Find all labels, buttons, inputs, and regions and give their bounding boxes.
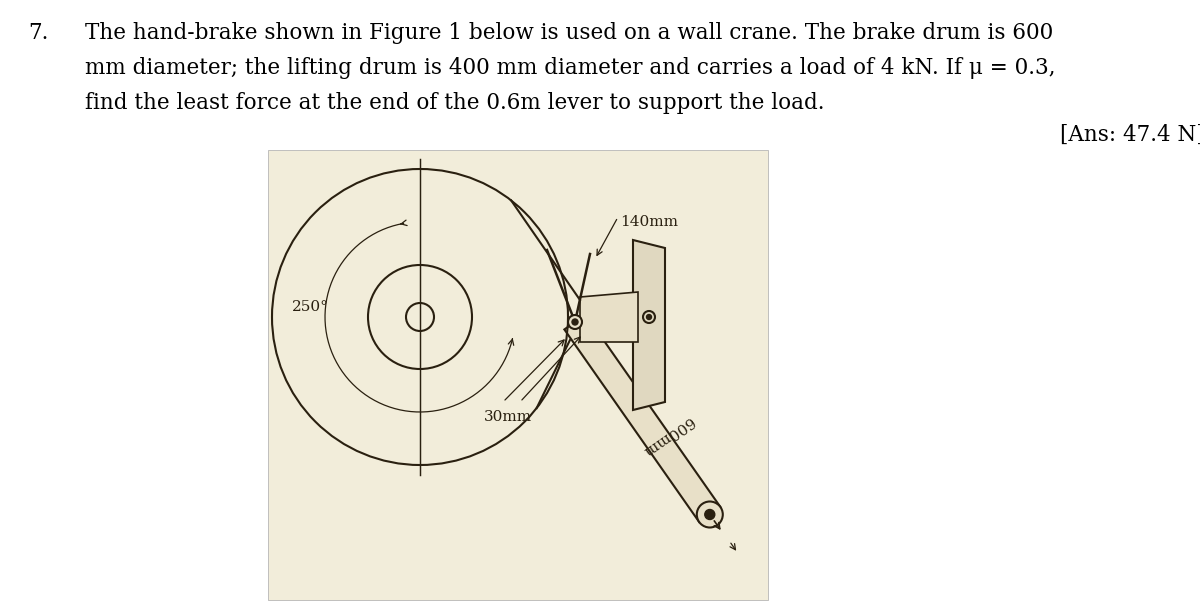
Polygon shape bbox=[634, 240, 665, 410]
Polygon shape bbox=[580, 292, 638, 342]
Circle shape bbox=[704, 510, 715, 520]
Text: [Ans: 47.4 N]: [Ans: 47.4 N] bbox=[1060, 124, 1200, 146]
Polygon shape bbox=[564, 315, 720, 522]
Text: mm diameter; the lifting drum is 400 mm diameter and carries a load of 4 kN. If : mm diameter; the lifting drum is 400 mm … bbox=[85, 57, 1056, 79]
Circle shape bbox=[572, 319, 578, 325]
Text: The hand-brake shown in Figure 1 below is used on a wall crane. The brake drum i: The hand-brake shown in Figure 1 below i… bbox=[85, 22, 1054, 44]
Circle shape bbox=[643, 311, 655, 323]
Text: 250°: 250° bbox=[292, 300, 329, 314]
Circle shape bbox=[647, 315, 652, 319]
Circle shape bbox=[697, 501, 722, 528]
Text: find the least force at the end of the 0.6m lever to support the load.: find the least force at the end of the 0… bbox=[85, 92, 824, 114]
Text: 140mm: 140mm bbox=[620, 215, 678, 229]
Text: 30mm: 30mm bbox=[484, 410, 532, 424]
Text: 7.: 7. bbox=[28, 22, 48, 44]
FancyBboxPatch shape bbox=[268, 150, 768, 600]
Text: 600mm: 600mm bbox=[640, 414, 695, 458]
Circle shape bbox=[568, 315, 582, 329]
